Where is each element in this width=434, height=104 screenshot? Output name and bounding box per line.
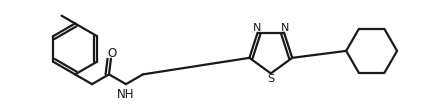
Text: O: O [107, 47, 117, 60]
Text: N: N [281, 23, 289, 33]
Text: S: S [267, 74, 274, 84]
Text: NH: NH [117, 88, 135, 101]
Text: N: N [253, 23, 261, 33]
